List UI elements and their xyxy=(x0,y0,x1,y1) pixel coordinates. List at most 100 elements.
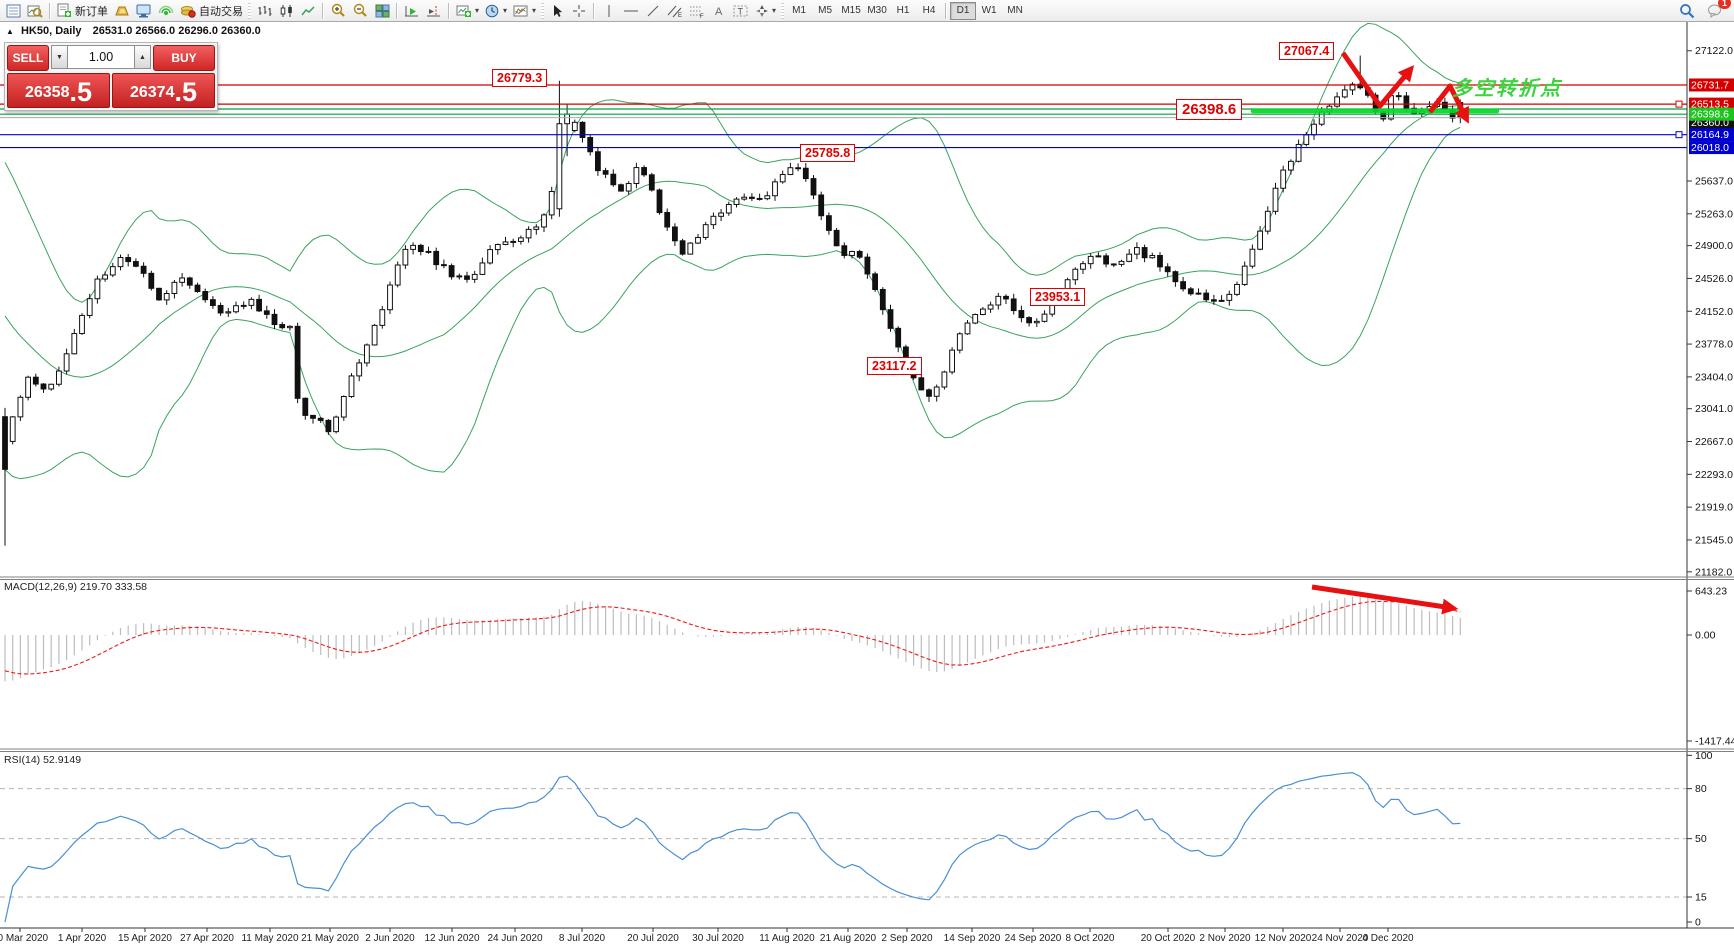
volume-increase-button[interactable]: ▲ xyxy=(134,45,151,69)
zigzag-arrow[interactable] xyxy=(1428,83,1469,124)
candle-body xyxy=(818,194,825,217)
zoom-in-icon[interactable] xyxy=(327,1,349,21)
equidistant-channel-icon[interactable]: E xyxy=(664,1,686,21)
toolbar-grip xyxy=(248,2,251,19)
price-callout-23953.1[interactable]: 23953.1 xyxy=(1030,288,1086,306)
candle-body xyxy=(1172,271,1179,283)
candle-body xyxy=(32,376,39,385)
candle-body xyxy=(287,325,293,329)
candle-body xyxy=(1118,260,1125,265)
price-tick-label: 21919.0 xyxy=(1695,502,1733,514)
templates-icon[interactable]: ▾ xyxy=(510,1,539,21)
toolbar-separator xyxy=(448,2,450,19)
buy-price-button[interactable]: 26374.5 xyxy=(112,73,215,108)
data-window-icon[interactable] xyxy=(24,1,46,21)
terminal-icon[interactable] xyxy=(133,1,155,21)
buy-button[interactable]: BUY xyxy=(153,45,215,71)
price-badge xyxy=(1689,141,1734,155)
rsi-indicator-label: RSI(14) 52.9149 xyxy=(4,754,82,766)
candle-body xyxy=(941,371,948,388)
candle-body xyxy=(525,228,532,239)
trendline-icon[interactable] xyxy=(642,1,664,21)
timeframe-w1[interactable]: W1 xyxy=(976,2,1002,20)
candle-body xyxy=(710,215,717,226)
market-watch-icon[interactable] xyxy=(2,1,24,21)
text-icon[interactable]: A xyxy=(708,1,730,21)
tile-windows-icon[interactable] xyxy=(371,1,393,21)
macd-tick-label: 0.00 xyxy=(1695,630,1716,642)
volume-decrease-button[interactable]: ▼ xyxy=(51,45,68,69)
timeframe-mn[interactable]: MN xyxy=(1002,2,1028,20)
chart-title: ▲ HK50, Daily 26531.0 26566.0 26296.0 26… xyxy=(6,25,261,37)
candle-body xyxy=(210,299,216,306)
metaeditor-icon[interactable] xyxy=(111,1,133,21)
fibonacci-icon[interactable]: F xyxy=(686,1,708,21)
text-label-icon[interactable]: T xyxy=(730,1,752,21)
chart-shift-icon[interactable] xyxy=(423,1,445,21)
candle-body xyxy=(749,196,755,199)
price-callout-26779.3[interactable]: 26779.3 xyxy=(492,69,548,87)
candle-body xyxy=(410,244,417,250)
timeframe-m5[interactable]: M5 xyxy=(812,2,838,20)
bollinger-lower-band[interactable] xyxy=(4,126,1461,480)
price-callout-27067.4[interactable]: 27067.4 xyxy=(1279,42,1335,60)
candlestick-chart-icon[interactable] xyxy=(275,1,297,21)
crosshair-icon[interactable] xyxy=(568,1,590,21)
search-icon[interactable] xyxy=(1676,1,1698,21)
candle-body xyxy=(310,414,316,419)
profiles-icon[interactable]: ▾ xyxy=(482,1,510,21)
bollinger-upper-band[interactable] xyxy=(4,22,1461,303)
timeframe-m1[interactable]: M1 xyxy=(786,2,812,20)
vertical-line-icon[interactable] xyxy=(598,1,620,21)
date-tick-label: 8 Jul 2020 xyxy=(559,933,606,944)
signals-icon[interactable] xyxy=(155,1,177,21)
candle-body xyxy=(348,375,355,398)
bollinger-middle-band[interactable] xyxy=(4,104,1461,378)
candle-body xyxy=(972,313,979,324)
horizontal-line-icon[interactable] xyxy=(620,1,642,21)
timeframe-m30[interactable]: M30 xyxy=(864,2,890,20)
candle-body xyxy=(1264,210,1271,232)
price-callout-23117.2[interactable]: 23117.2 xyxy=(867,357,922,375)
line-chart-icon[interactable] xyxy=(297,1,319,21)
new-chart-icon[interactable]: ▾ xyxy=(453,1,482,21)
hline-anchor-marker[interactable] xyxy=(1675,100,1683,108)
turning-point-note[interactable]: 多空转折点 xyxy=(1452,76,1562,100)
candle-body xyxy=(564,113,571,125)
hline-anchor-marker[interactable] xyxy=(1675,131,1683,139)
candle-body xyxy=(56,370,62,385)
candle-body xyxy=(1157,254,1163,268)
candle-body xyxy=(1072,268,1079,281)
timeframe-d1[interactable]: D1 xyxy=(950,1,977,20)
price-callout-25785.8[interactable]: 25785.8 xyxy=(800,144,856,162)
price-callout-26398.6[interactable]: 26398.6 xyxy=(1176,99,1243,120)
timeframe-h4[interactable]: H4 xyxy=(916,2,942,20)
auto-scroll-icon[interactable] xyxy=(401,1,423,21)
zoom-out-icon[interactable] xyxy=(349,1,371,21)
macd-trend-arrow[interactable] xyxy=(1311,584,1459,615)
cursor-icon[interactable] xyxy=(546,1,568,21)
sell-price-button[interactable]: 26358.5 xyxy=(7,73,110,108)
ohlc-values: 26531.0 26566.0 26296.0 26360.0 xyxy=(92,25,261,37)
candle-body xyxy=(356,362,363,377)
timeframe-h1[interactable]: H1 xyxy=(890,2,916,20)
sell-button[interactable]: SELL xyxy=(7,45,49,71)
arrows-icon[interactable]: ▾ xyxy=(752,1,779,21)
one-click-toggle-icon[interactable]: ▲ xyxy=(6,27,14,36)
bar-chart-icon[interactable] xyxy=(253,1,275,21)
timeframe-m15[interactable]: M15 xyxy=(838,2,864,20)
candle-body xyxy=(156,287,162,301)
candle-body xyxy=(471,273,478,280)
autotrading-button[interactable]: 自动交易 xyxy=(177,1,246,21)
volume-input[interactable] xyxy=(68,45,134,69)
new-order-button[interactable]: 新订单 xyxy=(54,1,111,21)
notifications-icon[interactable]: 1 xyxy=(1704,0,1731,21)
zigzag-arrow[interactable] xyxy=(1340,51,1415,109)
candle-body xyxy=(741,196,748,200)
candles-layer[interactable] xyxy=(2,55,1464,546)
candle-body xyxy=(325,419,332,433)
candle-body xyxy=(1018,310,1025,319)
rsi-line xyxy=(4,771,1461,923)
